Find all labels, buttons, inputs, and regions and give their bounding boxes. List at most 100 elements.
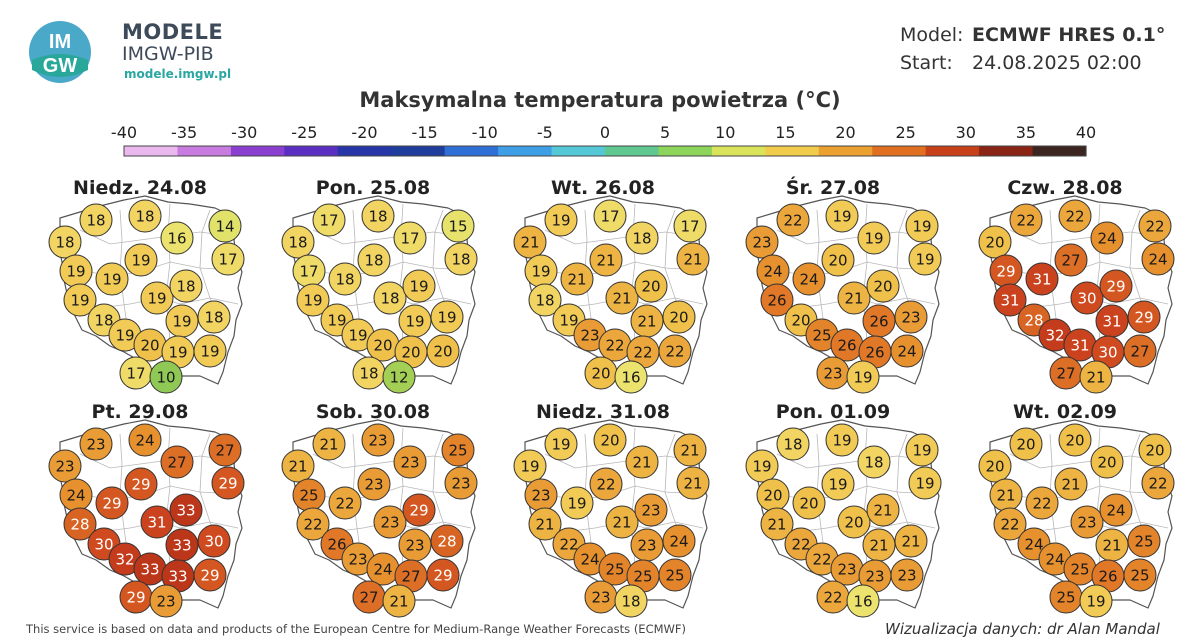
- temperature-marker: 31: [140, 505, 174, 539]
- temperature-value: 29: [102, 495, 121, 513]
- temperature-marker: 19: [908, 466, 942, 500]
- temperature-circle: [382, 360, 416, 394]
- temperature-marker: 19: [59, 254, 93, 288]
- temperature-circle: [894, 524, 928, 558]
- day-title: Niedz. 31.08: [536, 401, 670, 423]
- temperature-value: 21: [637, 313, 656, 331]
- temperature-value: 30: [1077, 290, 1096, 308]
- temperature-value: 18: [451, 251, 470, 269]
- scale-color-segment: [498, 146, 553, 156]
- temperature-marker: 25: [598, 552, 632, 586]
- temperature-marker: 21: [605, 505, 639, 539]
- temperature-value: 21: [1102, 537, 1121, 555]
- scale-color-segment: [658, 146, 713, 156]
- temperature-circle: [1058, 423, 1092, 457]
- temperature-marker: 17: [292, 254, 326, 288]
- temperature-circle: [1141, 466, 1175, 500]
- temperature-marker: 32: [1038, 318, 1072, 352]
- visualization-credit: Wizualizacja danych: dr Alan Mandal: [885, 620, 1160, 638]
- temperature-value: 21: [844, 290, 863, 308]
- temperature-marker: 18: [373, 281, 407, 315]
- temperature-marker: 26: [862, 304, 896, 338]
- temperature-circle: [1070, 281, 1104, 315]
- temperature-value: 23: [348, 551, 367, 569]
- temperature-value: 21: [567, 271, 586, 289]
- temperature-circle: [124, 243, 158, 277]
- day-title: Wt. 26.08: [551, 177, 655, 199]
- temperature-marker: 30: [197, 524, 231, 558]
- brand-url[interactable]: modele.imgw.pl: [124, 67, 232, 81]
- temperature-circle: [673, 433, 707, 467]
- temperature-circle: [95, 262, 129, 296]
- temperature-value: 21: [596, 252, 615, 270]
- scale-tick-label: -15: [412, 123, 438, 142]
- temperature-marker: 22: [1025, 486, 1059, 520]
- model-label: Model:: [900, 24, 964, 46]
- temperature-value: 21: [612, 290, 631, 308]
- temperature-value: 16: [621, 369, 640, 387]
- temperature-circle: [676, 242, 710, 276]
- temperature-circle: [373, 505, 407, 539]
- temperature-circle: [1127, 300, 1161, 334]
- temperature-marker: 15: [441, 209, 475, 243]
- temperature-circle: [1123, 334, 1157, 368]
- temperature-marker: 23: [1070, 505, 1104, 539]
- temperature-circle: [197, 300, 231, 334]
- temperature-circle: [978, 225, 1012, 259]
- scale-tick-label: -25: [291, 123, 317, 142]
- temperature-value: 21: [680, 442, 699, 460]
- temperature-circle: [1025, 262, 1059, 296]
- temperature-value: 20: [985, 234, 1004, 252]
- temperature-marker: 33: [161, 559, 195, 593]
- temperature-marker: 32: [108, 542, 142, 576]
- temperature-value: 20: [433, 343, 452, 361]
- temperature-marker: 21: [673, 433, 707, 467]
- temperature-marker: 21: [605, 281, 639, 315]
- temperature-circle: [441, 433, 475, 467]
- temperature-marker: 20: [866, 269, 900, 303]
- temperature-value: 17: [400, 230, 419, 248]
- temperature-circle: [890, 334, 924, 368]
- temperature-circle: [1079, 360, 1113, 394]
- temperature-marker: 19: [95, 262, 129, 296]
- temperature-marker: 20: [584, 356, 618, 390]
- temperature-circle: [193, 558, 227, 592]
- temperature-value: 26: [1098, 568, 1117, 586]
- temperature-value: 19: [912, 442, 931, 460]
- temperature-value: 20: [641, 278, 660, 296]
- temperature-marker: 21: [894, 524, 928, 558]
- temperature-marker: 19: [905, 433, 939, 467]
- temperature-circle: [281, 225, 315, 259]
- temperature-circle: [95, 486, 129, 520]
- temperature-circle: [837, 505, 871, 539]
- temperature-marker: 19: [544, 203, 578, 237]
- temperature-marker: 24: [366, 552, 400, 586]
- start-value: 24.08.2025 02:00: [972, 52, 1142, 74]
- temperature-circle: [560, 486, 594, 520]
- temperature-marker: 23: [361, 423, 395, 457]
- scale-border: [123, 145, 1087, 157]
- temperature-marker: 23: [149, 584, 183, 618]
- temperature-circle: [825, 423, 859, 457]
- temperature-circle: [124, 467, 158, 501]
- temperature-circle: [821, 467, 855, 501]
- temperature-circle: [846, 584, 880, 618]
- temperature-value: 19: [1086, 593, 1105, 611]
- temperature-value: 24: [763, 263, 782, 281]
- temperature-marker: 20: [792, 486, 826, 520]
- temperature-value: 25: [665, 567, 684, 585]
- temperature-value: 19: [168, 344, 187, 362]
- region-border: [1009, 229, 1161, 245]
- temperature-marker: 31: [1025, 262, 1059, 296]
- temperature-circle: [169, 269, 203, 303]
- scale-color-segment: [1032, 146, 1087, 156]
- temperature-value: 25: [1130, 567, 1149, 585]
- temperature-value: 17: [680, 218, 699, 236]
- temperature-marker: 30: [1091, 335, 1125, 369]
- temperature-circle: [208, 433, 242, 467]
- temperature-circle: [908, 466, 942, 500]
